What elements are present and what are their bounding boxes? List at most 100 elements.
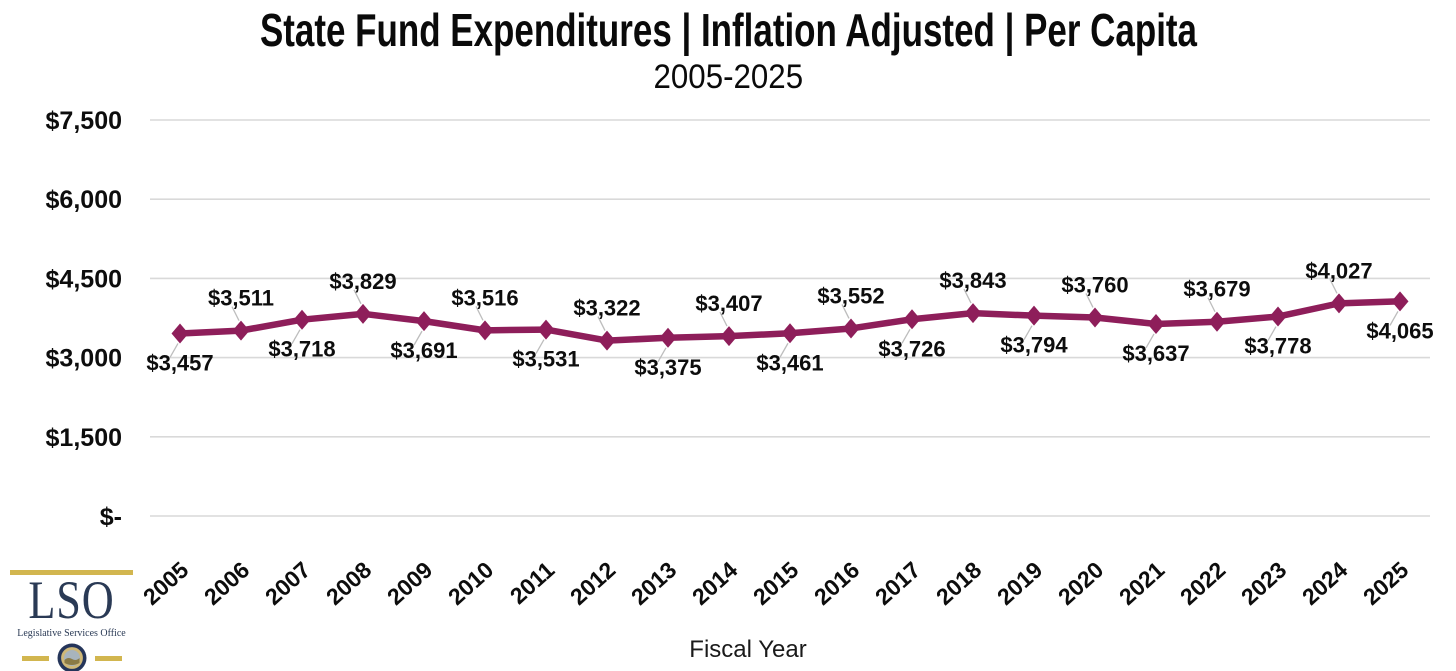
data-point-label: $3,726: [878, 336, 945, 361]
data-point-marker: [476, 320, 494, 341]
logo-left-dash: [21, 655, 49, 661]
data-point-marker: [1391, 291, 1409, 312]
x-tick-label: 2024: [1297, 556, 1353, 610]
leader-line: [1145, 333, 1155, 349]
data-point-marker: [171, 323, 189, 344]
data-point-label: $3,794: [1000, 333, 1068, 358]
data-point-marker: [1208, 311, 1226, 332]
data-point-label: $3,679: [1183, 277, 1250, 302]
data-point-marker: [842, 318, 860, 339]
data-point-label: $3,552: [817, 283, 884, 308]
y-tick-label: $-: [100, 503, 122, 531]
leader-line: [291, 329, 301, 345]
leader-line: [1023, 325, 1033, 340]
data-point-marker: [537, 319, 555, 340]
x-tick-label: 2022: [1175, 556, 1230, 610]
data-point-marker: [1025, 305, 1043, 326]
leader-line: [841, 304, 850, 319]
leader-line: [1389, 311, 1399, 326]
leader-line: [1267, 326, 1277, 341]
chart-subtitle: 2005-2025: [653, 58, 803, 96]
x-tick-label: 2008: [321, 556, 377, 610]
data-point-label: $3,461: [756, 350, 823, 375]
x-tick-label: 2009: [382, 556, 437, 610]
leader-line: [657, 347, 667, 363]
data-point-label: $3,511: [208, 286, 274, 311]
leader-line: [901, 328, 911, 344]
data-point-marker: [1086, 307, 1104, 328]
data-point-marker: [903, 309, 921, 330]
data-point-marker: [354, 303, 372, 324]
state-seal-icon: [57, 643, 86, 671]
logo-top-bar: [10, 570, 133, 575]
y-tick-label: $4,500: [46, 265, 122, 293]
y-tick-label: $3,000: [46, 345, 122, 373]
lso-logo: LSO Legislative Services Office: [8, 564, 135, 671]
x-tick-label: 2015: [748, 556, 804, 610]
leader-line: [475, 306, 484, 321]
data-point-marker: [598, 330, 616, 351]
data-point-label: $3,829: [329, 269, 396, 294]
x-tick-label: 2014: [687, 556, 743, 610]
logo-name: Legislative Services Office: [17, 627, 126, 639]
data-point-label: $3,516: [451, 285, 518, 310]
x-tick-label: 2018: [931, 556, 987, 610]
x-tick-label: 2021: [1114, 556, 1170, 610]
data-point-label: $3,637: [1122, 341, 1189, 366]
data-point-label: $3,778: [1244, 334, 1311, 359]
leader-line: [169, 343, 179, 358]
x-tick-label: 2006: [199, 556, 254, 610]
x-tick-label: 2012: [565, 556, 620, 610]
x-tick-label: 2019: [992, 556, 1047, 610]
x-tick-label: 2023: [1236, 556, 1291, 610]
leader-line: [719, 311, 728, 327]
leader-line: [963, 288, 972, 304]
x-tick-label: 2007: [260, 556, 315, 610]
leader-line: [353, 289, 362, 305]
y-tick-label: $6,000: [46, 186, 122, 214]
x-tick-label: 2010: [443, 556, 498, 610]
leader-line: [1207, 297, 1216, 313]
x-tick-label: 2013: [626, 556, 681, 610]
data-point-label: $3,843: [939, 268, 1006, 293]
data-point-label: $3,375: [634, 355, 701, 380]
data-point-label: $3,718: [268, 337, 335, 362]
leader-line: [535, 339, 545, 354]
chart-title: State Fund Expenditures | Inflation Adju…: [259, 4, 1197, 56]
leader-line: [1085, 293, 1094, 308]
leader-line: [597, 316, 606, 331]
data-point-label: $3,457: [146, 350, 213, 375]
data-point-marker: [964, 303, 982, 324]
data-point-label: $4,027: [1305, 258, 1372, 283]
x-tick-label: 2016: [809, 556, 864, 610]
data-point-marker: [232, 320, 250, 341]
leader-line: [1329, 279, 1338, 294]
data-point-label: $3,407: [695, 291, 762, 316]
leader-line: [779, 342, 789, 358]
x-tick-label: 2005: [138, 556, 194, 610]
y-tick-label: $1,500: [46, 424, 122, 452]
data-point-label: $4,065: [1366, 318, 1433, 343]
data-point-marker: [720, 326, 738, 347]
x-tick-label: 2011: [505, 556, 560, 609]
data-point-marker: [781, 323, 799, 344]
x-tick-label: 2025: [1358, 556, 1414, 610]
x-axis-title: Fiscal Year: [689, 636, 807, 663]
data-point-marker: [1269, 306, 1287, 327]
data-point-marker: [659, 327, 677, 348]
leader-line: [231, 306, 240, 321]
x-tick-label: 2017: [870, 556, 925, 610]
logo-acronym: LSO: [28, 570, 115, 630]
y-tick-label: $7,500: [46, 107, 122, 135]
data-point-label: $3,531: [512, 347, 579, 372]
data-point-marker: [1330, 293, 1348, 314]
data-point-marker: [415, 311, 433, 332]
data-point-label: $3,691: [390, 338, 457, 363]
x-tick-label: 2020: [1053, 556, 1108, 610]
logo-right-dash: [94, 655, 122, 661]
data-point-label: $3,760: [1061, 272, 1128, 297]
data-point-marker: [1147, 313, 1165, 334]
data-point-label: $3,322: [573, 296, 640, 321]
